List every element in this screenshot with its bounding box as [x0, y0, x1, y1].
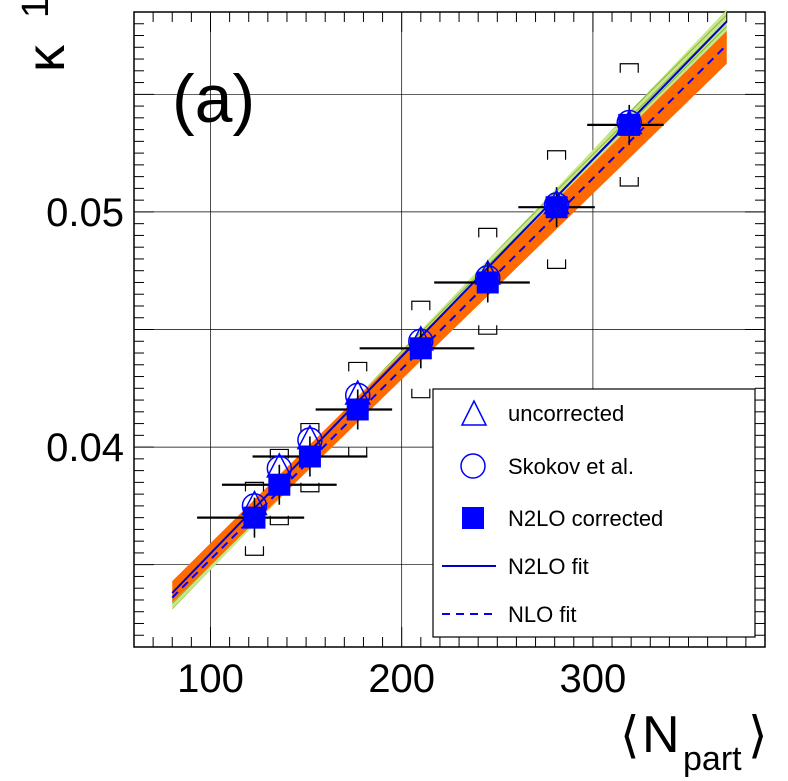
syst-bracket-upper: [244, 481, 265, 492]
syst-bracket-upper: [411, 300, 431, 311]
legend-square-icon: [462, 507, 484, 529]
legend-label-nlo-fit: NLO fit: [508, 602, 576, 627]
x-tick-label: 200: [368, 657, 435, 701]
n2lo-corrected-point: [346, 398, 369, 421]
axis-ticks: [133, 11, 766, 648]
y-axis-title: κ 1: [15, 0, 76, 72]
nlo-fit-line: [171, 44, 728, 599]
systematic-brackets: [244, 63, 639, 556]
y-axis-title-main: κ: [16, 44, 76, 72]
n2lo-corrected-point: [545, 196, 568, 219]
syst-bracket-lower: [478, 325, 498, 335]
legend-label-skokov: Skokov et al.: [508, 454, 634, 479]
n2lo-corrected-point: [618, 113, 641, 136]
y-tick-label: 0.04: [46, 426, 124, 470]
syst-bracket-upper: [546, 150, 567, 160]
legend-triangle-icon: [460, 399, 488, 426]
legend-box: [432, 388, 756, 638]
y-axis-title-sub: 1: [15, 0, 57, 18]
syst-bracket-lower: [269, 515, 289, 526]
x-axis-title-sub: part: [683, 740, 742, 778]
legend: uncorrected Skokov et al. N2LO corrected…: [432, 388, 756, 638]
syst-bracket-lower: [411, 388, 431, 399]
syst-bracket-upper: [348, 361, 368, 372]
n2lo-corrected-point: [268, 473, 291, 496]
x-axis-title-right: ⟩: [748, 707, 768, 763]
data-markers: [241, 108, 643, 529]
n2lo-corrected-point: [409, 337, 432, 360]
y-tick-label: 0.05: [46, 191, 124, 235]
x-axis-title-left: ⟨: [620, 707, 640, 763]
x-tick-label: 300: [560, 657, 627, 701]
syst-bracket-upper: [269, 448, 289, 459]
n2lo-corrected-point: [476, 271, 499, 294]
syst-bracket-lower: [300, 482, 320, 493]
legend-label-n2lo-corrected: N2LO corrected: [508, 506, 663, 531]
syst-bracket-lower: [546, 259, 567, 269]
x-axis-title: ⟨ N part ⟩: [620, 706, 768, 778]
syst-bracket-upper: [619, 63, 639, 73]
syst-bracket-lower: [619, 177, 639, 187]
syst-bracket-lower: [244, 546, 265, 556]
legend-label-uncorrected: uncorrected: [508, 401, 624, 426]
syst-bracket-upper: [478, 227, 498, 238]
legend-circle-icon: [460, 453, 486, 479]
legend-label-n2lo-fit: N2LO fit: [508, 554, 589, 579]
panel-label: (a): [172, 61, 255, 137]
n2lo-corrected-point: [243, 506, 266, 529]
x-tick-label: 100: [177, 657, 244, 701]
x-axis-title-main: N: [642, 706, 680, 764]
syst-bracket-upper: [300, 422, 320, 433]
n2lo-corrected-point: [298, 445, 321, 468]
